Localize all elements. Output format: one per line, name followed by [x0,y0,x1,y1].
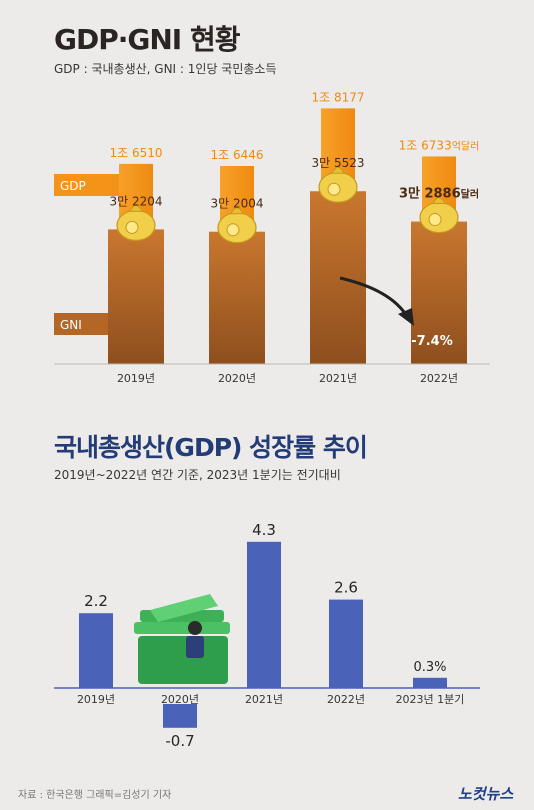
gni-bar [411,221,467,364]
gni-value-label: 3만 2204 [109,194,162,208]
growth-bar [79,613,113,688]
gni-value-label: 3만 5523 [311,156,364,170]
growth-value-label: 2.6 [334,579,358,597]
category-label: 2021년 [245,693,283,706]
chart-title-gdp-gni: GDP·GNI 현황 [54,23,240,56]
gdp-gni-chart: GDP GNI 1조 6510 3만 2204 2019년 1조 6446 3만 2004… [54,90,490,385]
decline-arrow-head [398,308,414,326]
legend-gni-label: GNI [60,318,82,332]
news-logo: 노컷뉴스 [458,785,514,803]
category-label: 2022년 [420,372,458,385]
gdp-value-label: 1조 6446 [210,148,263,162]
chart-title-growth: 국내총생산(GDP) 성장률 추이 [54,433,368,462]
category-label: 2020년 [161,693,199,706]
gdp-unit-label: 억달러 [452,140,480,152]
gdp-value-label: 1조 6733억달러 [399,138,480,152]
category-label: 2019년 [77,693,115,706]
chart-subtitle-gdp-gni: GDP : 국내총생산, GNI : 1인당 국민총소득 [54,62,277,76]
growth-bar [247,541,281,688]
growth-bar [163,704,197,728]
growth-value-label: 2.2 [84,592,108,610]
gni-value-label: 3만 2886달러 [399,186,479,202]
growth-bar [413,677,447,688]
gni-bar [310,191,366,364]
money-bag-icon [318,166,358,203]
legend-gdp-band [54,174,124,196]
money-pile-illustration [134,594,230,684]
growth-value-label: 0.3% [413,660,446,675]
gni-unit-label: 달러 [461,188,479,201]
money-bag-icon [419,197,459,234]
growth-bar [329,599,363,688]
decline-annotation: -7.4% [411,334,452,349]
gdp-value-label: 1조 8177 [311,90,364,104]
category-label: 2019년 [117,372,155,385]
source-credit: 자료 : 한국은행 그래픽=김성기 기자 [18,790,172,801]
category-label: 2020년 [218,372,256,385]
category-label: 2022년 [327,693,365,706]
gni-bar [108,229,164,364]
legend-gdp-label: GDP [60,179,86,193]
legend-gni-band [54,313,114,335]
growth-value-label: -0.7 [165,732,194,750]
money-bag-icon [116,204,156,242]
gdp-value-label: 1조 6510 [109,146,162,160]
category-label: 2021년 [319,372,357,385]
category-label: 2023년 1분기 [396,693,465,706]
gni-value-label: 3만 2004 [210,197,263,211]
chart-subtitle-growth: 2019년~2022년 연간 기준, 2023년 1분기는 전기대비 [54,468,341,482]
gni-bar [209,231,265,364]
growth-value-label: 4.3 [252,521,276,539]
money-bag-icon [217,207,257,244]
